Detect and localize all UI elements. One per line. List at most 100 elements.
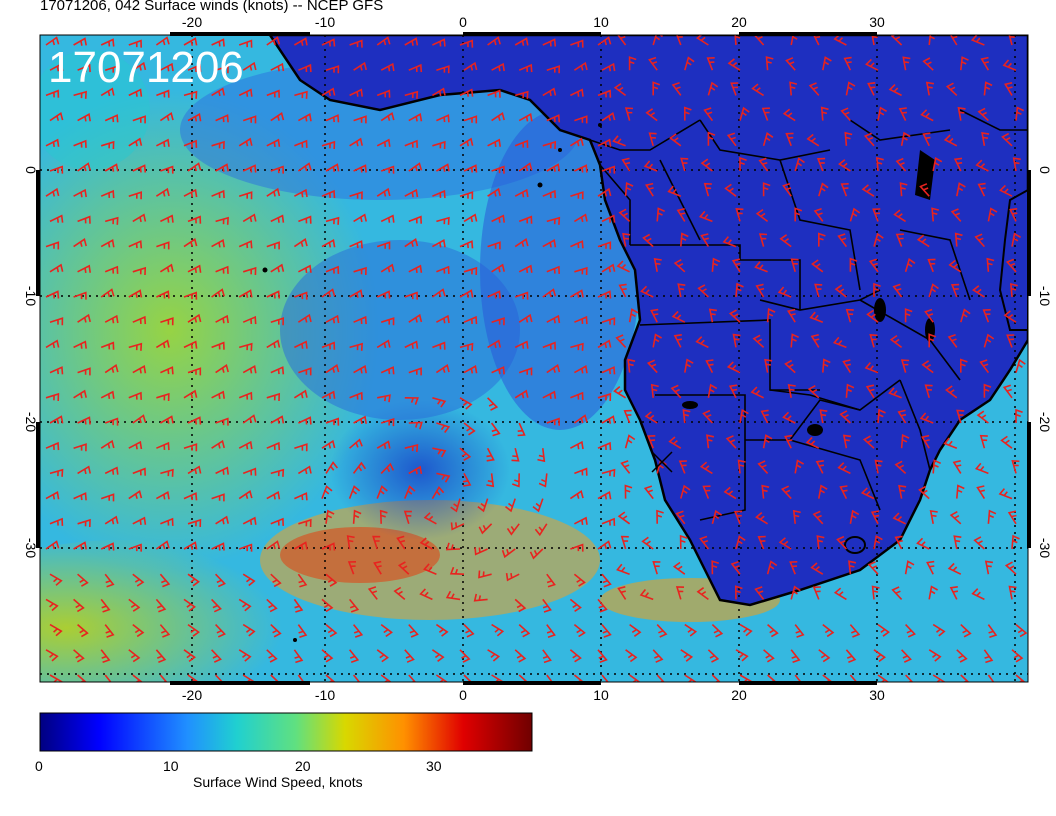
wind-barb [752,334,765,348]
wind-barb [542,189,557,199]
wind-barb [650,383,659,398]
wind-barb [238,440,253,450]
wind-barb [238,289,253,298]
wind-barb [408,162,423,172]
wind-barb [1009,208,1018,222]
wind-barb [270,317,285,326]
wind-barb [895,157,907,172]
wind-barb [321,390,336,400]
wind-barb [183,443,198,452]
wind-barb [569,649,582,663]
wind-barb [77,313,91,323]
wind-barb [376,290,391,299]
wind-barb [436,65,450,74]
wind-barb [790,649,801,664]
wind-barb [215,216,229,225]
wind-barb [128,191,143,200]
wind-barb [45,392,60,402]
wind-barb [73,139,87,148]
wind-barb [876,156,884,172]
wind-barb [597,649,608,664]
wind-barb [187,367,202,376]
wind-barb [702,485,711,499]
wind-barb [159,112,174,122]
wind-barb [764,358,773,373]
wind-barb [1015,408,1023,423]
wind-barb [270,517,284,526]
wind-barb [529,548,544,560]
wind-barb [211,649,222,663]
wind-barb [877,106,887,121]
wind-barb [601,624,612,638]
wind-barb [49,623,63,637]
wind-barb [321,140,336,150]
wind-barb [156,89,170,98]
wind-barb [183,90,198,99]
wind-barb [215,624,226,638]
wind-barb [155,598,167,613]
wind-barb [491,623,505,637]
wind-barb [648,56,658,71]
wind-barb [270,468,285,477]
wind-barb [808,82,820,96]
wind-barb [156,290,170,299]
wind-barb [932,459,942,474]
wind-barb [873,282,881,297]
wind-barb [376,440,391,449]
wind-barb [822,358,831,373]
wind-barb [518,367,533,376]
wind-barb [450,522,465,531]
wind-barb [789,561,798,575]
wind-barb [77,573,89,587]
wind-barb [790,333,800,348]
wind-barb [734,585,743,600]
wind-barb [931,207,940,222]
wind-barb [916,234,930,248]
wind-barb [238,598,252,612]
wind-barb [491,263,505,273]
wind-barb [404,443,419,453]
wind-barb [396,535,406,550]
wind-barb [187,518,202,528]
wind-barb [671,310,686,323]
wind-barb [353,213,367,223]
wind-barb [943,437,958,449]
wind-barb [766,560,778,575]
wind-barb [160,415,174,424]
wind-barb [623,409,632,424]
wind-barb [849,624,861,638]
wind-barb [408,113,423,122]
wind-map: -20 -10 0 10 20 30 -20 -10 0 10 20 30 0 … [23,14,1053,700]
wind-barb [380,462,395,474]
wind-barb [618,208,631,222]
wind-barb [628,308,639,323]
wind-barb [845,81,856,96]
wind-barb [459,649,471,663]
wind-barb [100,288,115,298]
wind-barb [183,188,198,198]
wind-barb [751,83,765,97]
wind-barb [754,261,768,273]
wind-barb [979,434,988,449]
wind-barb [627,358,636,373]
wind-barb [211,493,225,502]
wind-barb [943,134,958,147]
wind-barb [491,62,505,72]
wind-barb [270,62,285,72]
wind-barb [514,340,529,349]
wind-barb [156,491,170,500]
wind-barb [404,188,419,198]
wind-barb [680,232,689,247]
wind-barb [325,216,340,225]
wind-barb [487,187,501,197]
wind-barb [432,397,447,408]
wind-barb [625,649,638,663]
wind-barb [676,208,686,222]
wind-barb [862,435,875,449]
wind-barb [49,112,64,122]
wind-barb [518,63,533,73]
wind-barb [160,165,174,174]
wind-barb [676,35,683,46]
wind-barb [680,484,691,499]
wind-barb [104,163,119,172]
